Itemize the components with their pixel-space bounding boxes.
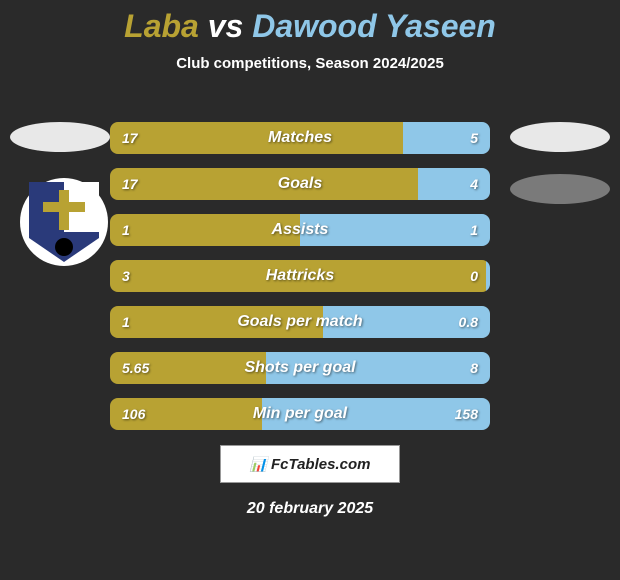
stats-bars: 175Matches 174Goals 11Assists 30Hattricks 10… <box>110 122 490 444</box>
page-title: Laba vs Dawood Yaseen <box>0 0 620 45</box>
player-right-name: Dawood Yaseen <box>252 8 496 44</box>
stat-label: Hattricks <box>110 260 490 292</box>
stat-row: 11Assists <box>110 214 490 246</box>
footer-date: 20 february 2025 <box>0 500 620 518</box>
stat-label: Assists <box>110 214 490 246</box>
player-left-avatar-placeholder <box>10 122 110 152</box>
chart-icon: 📊 <box>250 456 267 473</box>
stat-label: Goals per match <box>110 306 490 338</box>
brand-badge: 📊 FcTables.com <box>220 445 400 483</box>
stat-row: 10.8Goals per match <box>110 306 490 338</box>
player-right-avatar-placeholder <box>510 122 610 152</box>
subtitle: Club competitions, Season 2024/2025 <box>0 55 620 72</box>
stat-label: Matches <box>110 122 490 154</box>
stat-row: 174Goals <box>110 168 490 200</box>
stat-label: Shots per goal <box>110 352 490 384</box>
brand-text: FcTables.com <box>271 456 370 473</box>
stat-label: Goals <box>110 168 490 200</box>
stat-row: 175Matches <box>110 122 490 154</box>
club-badge-right-placeholder <box>510 174 610 204</box>
stat-row: 30Hattricks <box>110 260 490 292</box>
stat-row: 106158Min per goal <box>110 398 490 430</box>
stat-label: Min per goal <box>110 398 490 430</box>
player-left-name: Laba <box>124 8 199 44</box>
vs-label: vs <box>208 8 244 44</box>
stat-row: 5.658Shots per goal <box>110 352 490 384</box>
club-badge-left <box>20 178 108 266</box>
